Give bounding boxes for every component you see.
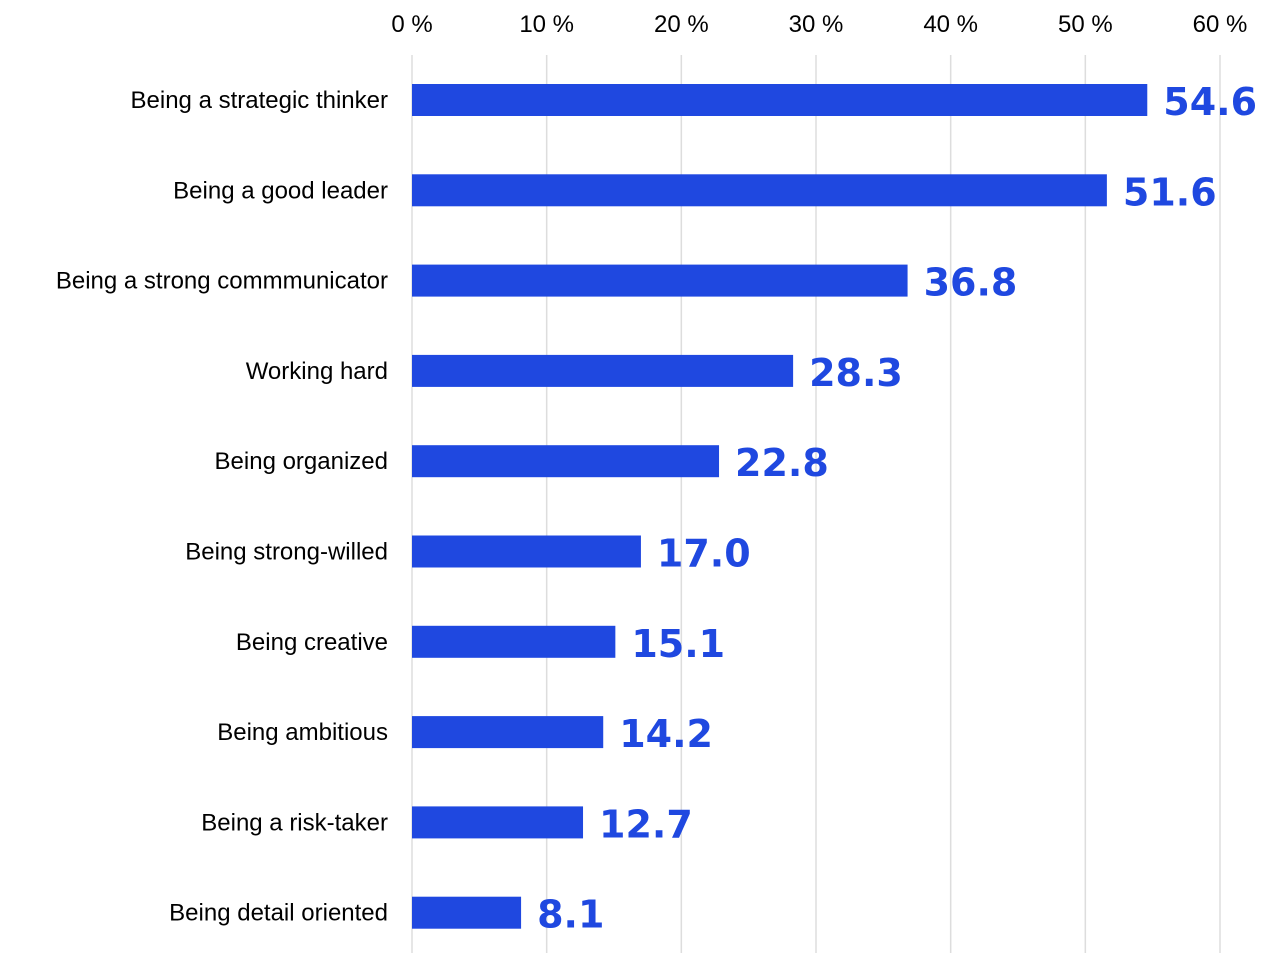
value-label: 14.2 xyxy=(619,712,713,756)
bar xyxy=(412,174,1107,207)
value-label: 51.6 xyxy=(1123,170,1217,214)
x-tick-label: 10 % xyxy=(519,11,574,38)
x-tick-label: 0 % xyxy=(391,11,432,38)
x-tick-label: 40 % xyxy=(923,11,978,38)
category-label: Being organized xyxy=(215,448,388,475)
bar xyxy=(412,445,720,478)
bar xyxy=(412,625,616,658)
bar xyxy=(412,716,604,749)
category-label: Working hard xyxy=(246,358,388,385)
category-label: Being creative xyxy=(236,629,388,656)
bar xyxy=(412,84,1148,116)
value-label: 28.3 xyxy=(809,351,903,395)
bar xyxy=(412,896,522,929)
bar xyxy=(412,806,584,839)
x-tick-label: 50 % xyxy=(1058,11,1113,38)
value-label: 17.0 xyxy=(657,532,751,576)
bar xyxy=(412,354,794,387)
category-label: Being a good leader xyxy=(173,177,388,204)
category-labels: Being a strategic thinker Being a good le… xyxy=(56,87,388,927)
category-label: Being strong-willed xyxy=(185,539,388,566)
x-tick-label: 30 % xyxy=(789,11,844,38)
category-label: Being detail oriented xyxy=(169,900,388,927)
bar xyxy=(412,535,641,568)
x-tick-label: 60 % xyxy=(1193,11,1248,38)
value-labels: 54.6 51.6 36.8 28.3 22.8 17.0 15.1 14.2 12.7 8.1 xyxy=(537,80,1257,937)
x-axis-tick-labels: 0 % 10 % 20 % 30 % 40 % 50 % 60 % xyxy=(391,11,1247,38)
value-label: 15.1 xyxy=(631,622,725,666)
value-label: 36.8 xyxy=(924,261,1018,305)
category-label: Being a risk-taker xyxy=(201,809,388,836)
bars xyxy=(412,84,1148,929)
value-label: 12.7 xyxy=(599,802,693,846)
value-label: 22.8 xyxy=(735,441,829,485)
bar xyxy=(412,264,908,297)
value-label: 8.1 xyxy=(537,893,604,937)
category-label: Being a strong commmunicator xyxy=(56,268,388,295)
x-tick-label: 20 % xyxy=(654,11,709,38)
category-label: Being ambitious xyxy=(217,719,388,746)
value-label: 54.6 xyxy=(1163,80,1257,124)
category-label: Being a strategic thinker xyxy=(131,87,388,114)
